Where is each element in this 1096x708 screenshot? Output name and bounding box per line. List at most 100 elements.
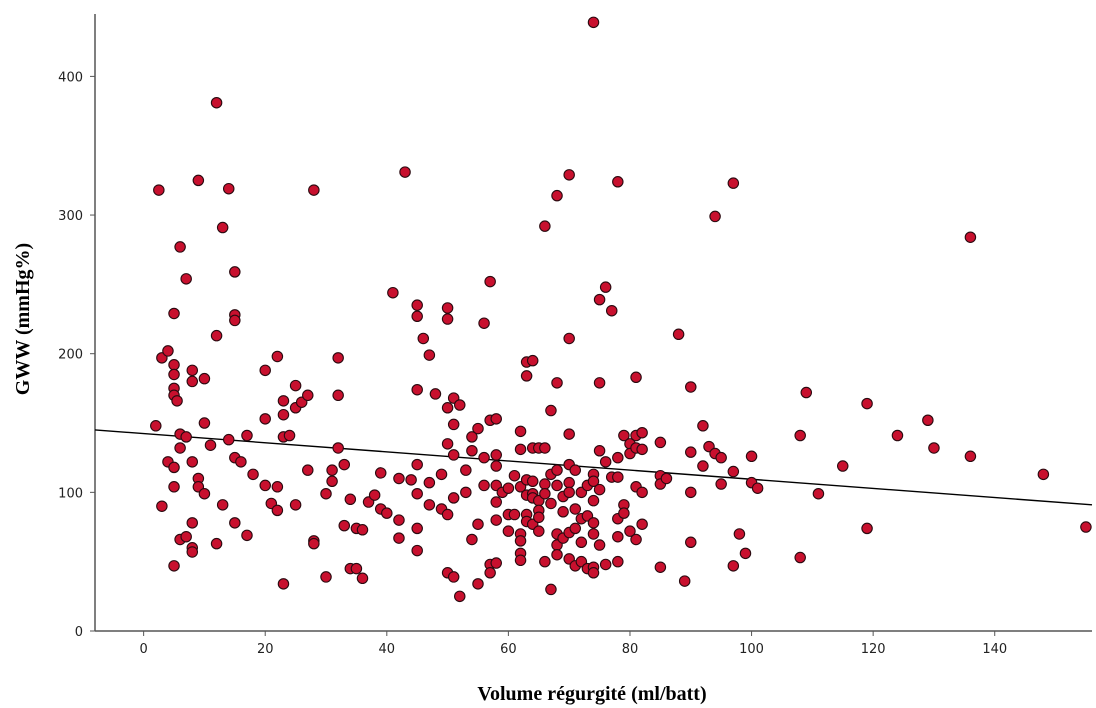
data-point xyxy=(593,377,606,389)
data-point xyxy=(490,557,502,569)
x-tick-label: 40 xyxy=(379,642,396,657)
data-point xyxy=(344,493,357,506)
data-point xyxy=(332,442,344,454)
data-point xyxy=(685,536,697,549)
data-point xyxy=(192,174,205,187)
data-point xyxy=(490,413,502,425)
data-point xyxy=(241,429,253,442)
data-point xyxy=(490,514,502,526)
data-point xyxy=(210,96,223,109)
data-point xyxy=(150,420,162,432)
data-point xyxy=(612,555,624,568)
data-point xyxy=(678,575,691,587)
data-point xyxy=(168,461,180,474)
data-point xyxy=(715,478,727,490)
data-point xyxy=(636,518,648,530)
data-point xyxy=(393,514,405,526)
data-point xyxy=(794,429,806,442)
data-point xyxy=(271,350,284,363)
data-point xyxy=(186,456,199,468)
data-point xyxy=(569,522,582,535)
data-point xyxy=(222,433,235,446)
data-point xyxy=(222,182,235,195)
data-point xyxy=(423,476,436,489)
data-point xyxy=(502,525,515,537)
data-point xyxy=(593,483,606,496)
data-point xyxy=(466,431,478,443)
data-point xyxy=(569,503,582,515)
data-point xyxy=(441,302,454,314)
data-point xyxy=(605,304,618,317)
data-point xyxy=(1037,468,1050,481)
y-axis-title: GWW (mmHg%) xyxy=(12,243,34,395)
data-point xyxy=(411,544,423,557)
data-point xyxy=(587,494,600,507)
data-point xyxy=(490,496,502,508)
data-point xyxy=(490,460,502,472)
data-point xyxy=(259,364,271,377)
data-point xyxy=(441,508,454,521)
data-point xyxy=(153,184,165,196)
data-point xyxy=(587,528,600,540)
y-axis-ticks: 0 100 200 300 400 xyxy=(58,70,95,640)
data-point xyxy=(612,530,624,543)
data-point xyxy=(745,450,758,463)
data-point xyxy=(374,467,387,479)
data-point xyxy=(441,438,454,450)
data-point xyxy=(447,492,460,504)
data-point xyxy=(411,522,423,535)
data-point xyxy=(551,479,563,492)
data-point xyxy=(241,529,253,542)
data-point xyxy=(229,266,241,278)
data-point xyxy=(411,487,423,500)
data-point xyxy=(198,417,211,429)
data-point xyxy=(697,420,709,432)
data-point xyxy=(551,548,563,561)
data-point xyxy=(387,286,399,299)
data-point xyxy=(229,314,241,327)
x-tick-label: 100 xyxy=(739,642,764,657)
data-point xyxy=(612,176,624,188)
data-point xyxy=(180,431,192,443)
data-point xyxy=(751,482,764,494)
data-point xyxy=(709,210,721,223)
data-point xyxy=(599,456,612,468)
data-point xyxy=(964,450,977,463)
data-point xyxy=(326,475,338,488)
data-point xyxy=(563,428,575,440)
data-point xyxy=(216,221,229,234)
data-point xyxy=(526,475,539,488)
data-point xyxy=(198,372,211,385)
data-point xyxy=(630,371,642,384)
data-point xyxy=(429,388,442,400)
data-point xyxy=(478,451,490,464)
data-point xyxy=(441,313,454,325)
data-point xyxy=(156,500,168,512)
data-point xyxy=(460,464,472,476)
data-point xyxy=(466,445,478,457)
data-point xyxy=(502,482,515,494)
data-point xyxy=(460,486,472,499)
data-point xyxy=(685,381,697,393)
data-point xyxy=(174,241,186,253)
data-point xyxy=(472,518,484,530)
data-point xyxy=(612,451,624,464)
data-point xyxy=(593,539,606,551)
data-point xyxy=(733,528,746,540)
data-point xyxy=(393,472,405,485)
data-point xyxy=(551,464,563,476)
y-tick-label: 0 xyxy=(75,625,83,640)
data-point xyxy=(563,332,575,345)
data-point xyxy=(551,377,563,389)
data-point xyxy=(715,451,727,464)
data-point xyxy=(630,533,642,546)
data-point xyxy=(727,465,740,478)
data-points xyxy=(150,16,1092,603)
data-point xyxy=(350,562,363,575)
data-point xyxy=(575,536,588,549)
x-tick-label: 0 xyxy=(139,642,147,657)
data-point xyxy=(162,345,174,357)
data-point xyxy=(928,442,940,454)
data-point xyxy=(472,422,484,435)
